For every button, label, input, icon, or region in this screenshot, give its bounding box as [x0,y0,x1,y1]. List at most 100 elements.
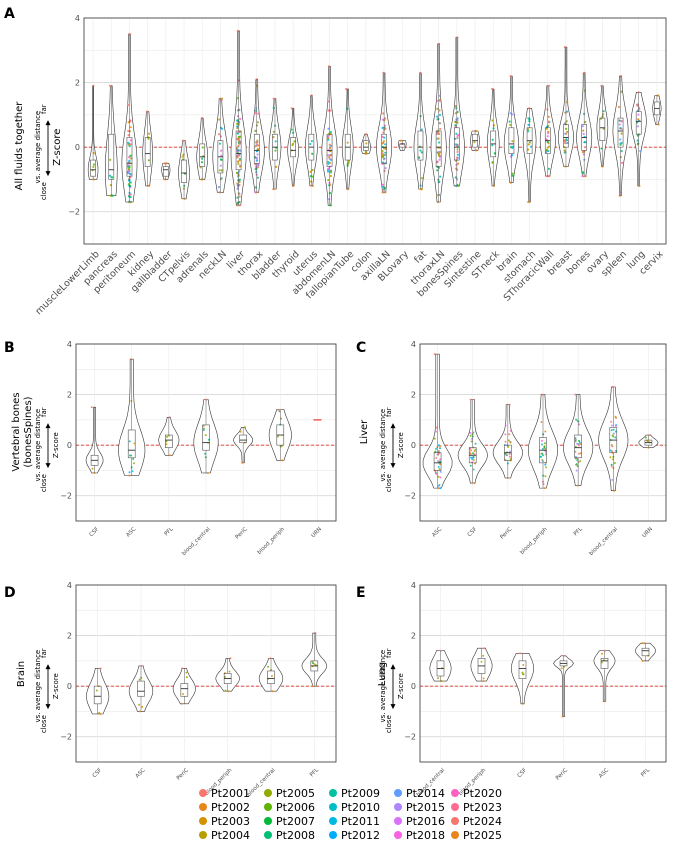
x-tick-label: PeriC [555,767,569,781]
data-point [255,141,258,144]
data-point [547,167,550,170]
data-point [420,151,423,154]
data-point [290,107,293,110]
data-point [574,455,577,458]
violin-CSF: CSF [85,406,104,538]
data-point [238,204,241,207]
data-point [255,78,258,81]
data-point [611,458,614,461]
data-point [455,156,458,159]
data-point [437,137,440,140]
legend-item: Pt2009 [329,787,380,800]
legend-swatch [264,803,272,811]
data-point [237,201,240,204]
arrow-down-icon [390,463,396,469]
panel-letter: E [356,585,366,601]
y-tick-label: 2 [411,391,416,400]
data-point [382,147,385,150]
data-point [291,184,294,187]
box [162,166,169,177]
data-point [641,642,644,645]
data-point [326,170,330,173]
data-point [637,113,640,116]
legend-item: Pt2018 [394,829,445,842]
data-point [470,449,473,452]
data-point [454,105,457,108]
data-point [548,84,551,87]
data-point [601,165,604,168]
data-point [473,453,476,456]
data-point [566,130,569,133]
data-point [576,442,579,445]
y-tick-label: 0 [411,441,416,450]
data-point [257,147,260,151]
data-point [620,120,623,123]
axis-label-close: close [40,715,48,733]
data-point [582,132,585,136]
data-point [610,420,613,423]
data-point [602,110,605,113]
box [90,159,96,177]
x-tick-label: ASC [125,526,137,538]
data-point [399,139,402,142]
data-point [219,164,222,167]
x-tick-label: blood_periph [519,526,549,556]
data-point [346,141,349,144]
data-point [237,162,240,165]
data-point [181,155,184,158]
data-point [236,148,239,152]
data-point [129,154,132,157]
data-point [438,193,441,196]
data-point [384,151,387,154]
box [574,434,582,459]
data-point [237,115,240,118]
data-point [436,169,439,172]
data-point [435,457,438,459]
data-point [637,118,640,121]
data-point [614,424,617,427]
data-point [437,152,440,155]
arrow-down-icon [45,171,51,177]
data-point [147,184,150,187]
data-point [383,169,386,172]
legend-label: Pt2012 [341,829,380,842]
data-point [545,127,548,130]
data-point [457,133,460,136]
data-point [508,120,511,123]
data-point [328,198,331,201]
box [127,429,136,459]
data-point [169,454,172,457]
data-point [437,466,440,468]
data-point [141,705,144,708]
arrow-down-icon [45,463,51,469]
axis-title-zscore: Z-score [52,432,60,458]
legend-item: Pt2006 [264,801,315,814]
data-point [127,141,130,144]
x-tick-label: CSF [517,767,529,779]
data-point [239,135,242,138]
data-point [519,652,522,655]
data-point [438,141,441,144]
data-point [181,139,185,142]
data-point [644,436,647,439]
data-point [281,459,284,462]
data-point [274,140,277,143]
data-point [241,461,244,464]
data-point [454,124,457,127]
data-point [327,127,330,130]
box [508,127,515,154]
violin-shape [635,642,656,662]
legend-item: Pt2007 [264,815,315,828]
data-point [254,191,257,194]
x-tick-label: URN [641,526,654,539]
data-point [433,437,436,440]
data-point [311,168,314,172]
data-point [128,471,131,474]
data-point [329,131,332,134]
box [181,159,187,183]
axis-title-zscore: Z-score [52,673,60,699]
data-point [548,145,551,148]
data-point [93,472,96,474]
data-point [127,134,130,137]
data-point [365,150,368,153]
